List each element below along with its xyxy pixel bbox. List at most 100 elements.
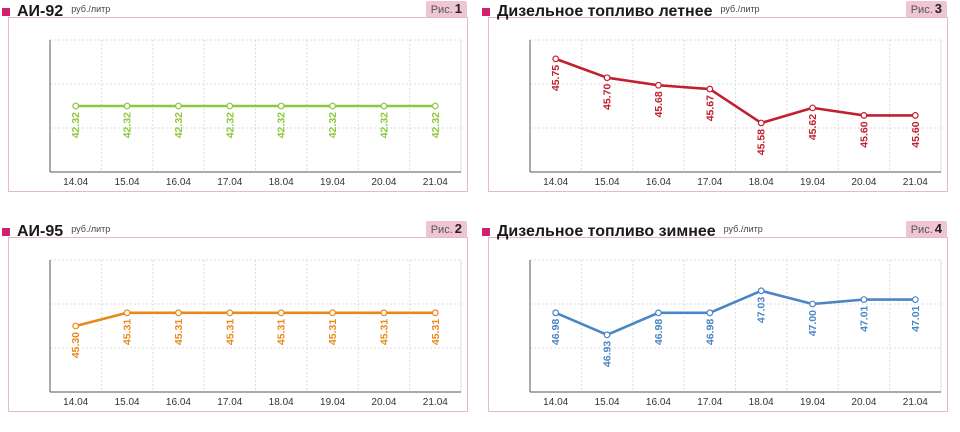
data-point [603,74,611,82]
data-point [277,309,285,317]
x-tick-label: 21.04 [423,397,448,408]
chart-title-text: АИ-95 [17,223,64,240]
x-tick-label: 18.04 [269,177,294,188]
x-tick-label: 19.04 [800,397,825,408]
x-tick-label: 17.04 [217,177,242,188]
panel-header: АИ-95 руб./литр Рис. 2 [0,220,470,242]
chart-frame [488,237,948,412]
data-label: 42.32 [122,112,134,138]
bullet-marker [2,228,10,236]
data-label: 47.01 [910,305,922,331]
chart-title-text: Дизельное топливо летнее [497,3,713,20]
data-point [603,331,611,339]
figure-tag-number: 3 [934,1,942,16]
x-tick-label: 18.04 [269,397,294,408]
line-chart-svg: 14.04 15.04 16.04 17.04 18.04 19.04 20.04 21.04… [529,39,942,188]
data-label: 45.68 [653,91,665,117]
figure-tag-prefix: Рис. [910,4,933,16]
x-tick-label: 17.04 [697,397,722,408]
data-label: 45.31 [122,319,134,345]
data-point [226,102,234,110]
line-chart-svg: 14.04 15.04 16.04 17.04 18.04 19.04 20.04 21.04… [529,259,942,408]
data-label: 42.32 [327,112,339,138]
figure-tag: Рис. 3 [905,1,947,17]
x-tick-label: 21.04 [903,397,928,408]
data-point [72,102,80,110]
figure-tag-number: 2 [454,221,462,236]
data-point [72,322,80,330]
data-point [655,81,662,89]
data-point [277,102,285,110]
figure-tag-prefix: Рис. [430,224,453,236]
data-point [552,309,560,317]
data-label: 42.32 [430,112,442,138]
chart-title: АИ-95 руб./литр [17,223,110,241]
data-label: 45.31 [430,319,442,345]
line-chart-svg: 14.04 15.04 16.04 17.04 18.04 19.04 20.04 21.04… [49,259,462,408]
series-line [555,289,916,337]
data-point [552,55,560,63]
bullet-marker [482,228,490,236]
chart-panel-ai95: АИ-95 руб./литр Рис. 2 14.04 15.04 16.04 17.0… [0,220,470,432]
x-tick-label: 14.04 [63,397,88,408]
chart-panel-ai92: АИ-92 руб./литр Рис. 1 14.04 15.04 16.04 17.0… [0,0,470,212]
chart-title: Дизельное топливо летнее руб./литр [497,3,760,21]
x-tick-label: 16.04 [646,397,671,408]
x-tick-label: 17.04 [217,397,242,408]
data-point [809,104,816,112]
data-point [175,309,182,317]
panel-header: АИ-92 руб./литр Рис. 1 [0,0,470,22]
x-tick-label: 15.04 [595,177,620,188]
chart-unit: руб./литр [720,4,760,14]
data-label: 45.31 [224,319,236,345]
data-label: 45.67 [704,95,716,121]
figure-tag-number: 4 [934,221,942,236]
data-label: 47.00 [807,310,819,336]
data-label: 45.31 [276,319,288,345]
figure-tag: Рис. 2 [425,221,467,237]
series-line [555,57,916,125]
data-point [655,309,662,317]
data-label: 42.32 [173,112,185,138]
figure-tag-number: 1 [454,1,462,16]
panel-header: Дизельное топливо летнее руб./литр Рис. 3 [480,0,950,22]
x-tick-label: 20.04 [371,397,396,408]
chart-frame [8,17,468,192]
data-point [175,102,182,110]
data-point [431,102,439,110]
figure-tag-prefix: Рис. [910,224,933,236]
x-tick-label: 20.04 [851,177,876,188]
figure-tag-prefix: Рис. [430,4,453,16]
data-point [911,296,919,303]
data-label: 42.32 [378,112,390,138]
x-tick-label: 15.04 [115,177,140,188]
bullet-marker [2,8,10,16]
data-point [860,296,868,303]
data-point [226,309,234,317]
data-label: 45.31 [327,319,339,345]
data-label: 45.31 [378,319,390,345]
data-point [380,309,388,317]
chart-unit: руб./литр [723,224,763,234]
data-label: 45.30 [70,332,82,358]
data-label: 46.98 [550,319,562,345]
data-point [123,102,131,110]
data-label: 46.98 [653,319,665,345]
x-tick-label: 14.04 [63,177,88,188]
data-label: 46.98 [704,319,716,345]
x-tick-label: 21.04 [423,177,448,188]
x-tick-label: 16.04 [646,177,671,188]
data-point [431,309,439,317]
x-tick-label: 16.04 [166,397,191,408]
chart-title: АИ-92 руб./литр [17,3,110,21]
data-point [911,112,919,119]
x-tick-label: 17.04 [697,177,722,188]
x-tick-label: 14.04 [543,177,568,188]
series-line [75,311,436,328]
data-label: 45.58 [756,129,768,155]
chart-frame [488,17,948,192]
data-label: 45.62 [807,114,819,140]
panel-header: Дизельное топливо зимнее руб./литр Рис. 4 [480,220,950,242]
x-tick-label: 21.04 [903,177,928,188]
x-tick-label: 19.04 [800,177,825,188]
